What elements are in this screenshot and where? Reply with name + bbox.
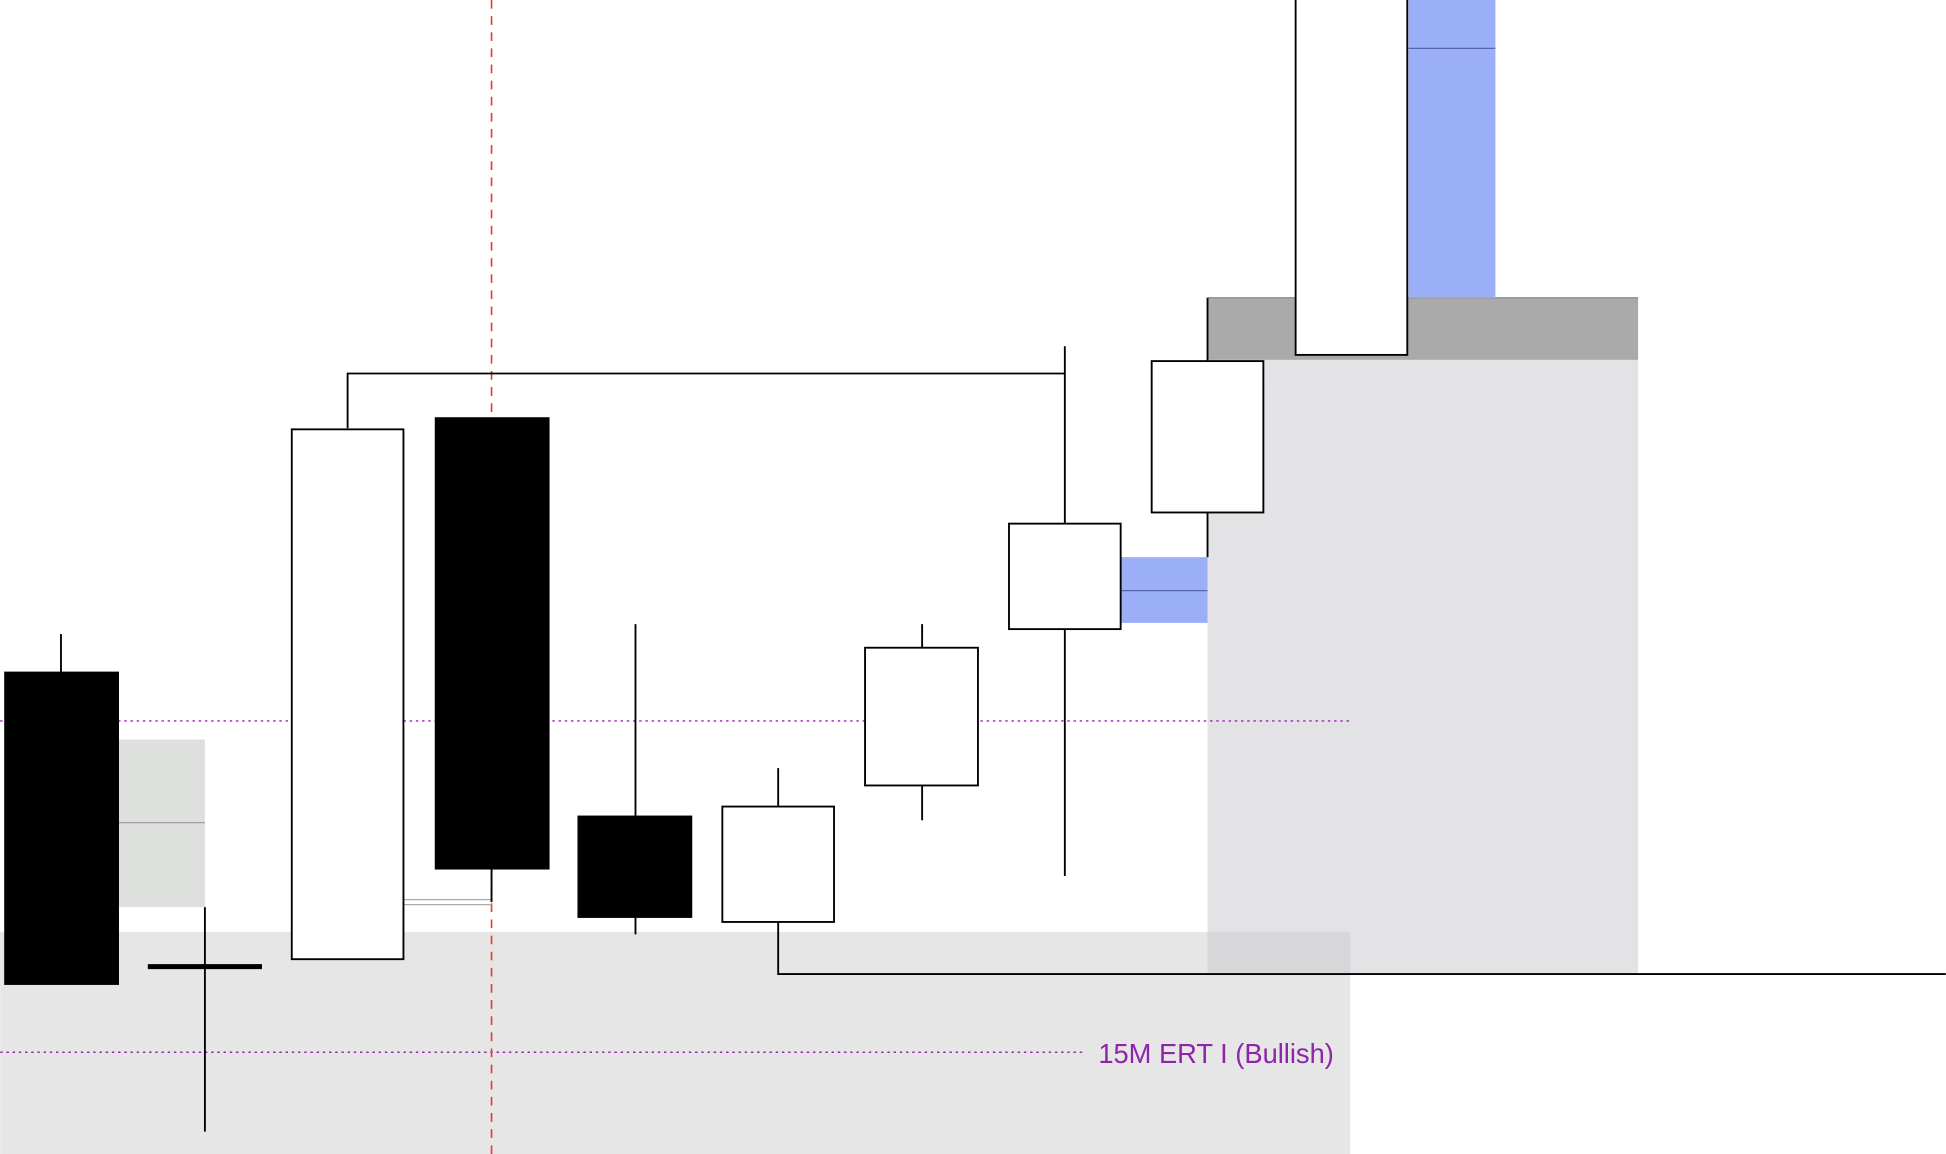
gap-zone [118, 739, 205, 908]
candles [4, 0, 1409, 1132]
zone [1207, 359, 1639, 975]
structure [346, 297, 1946, 976]
annotation: 15M ERT I (Bullish) [1098, 1038, 1334, 1069]
zone [1207, 297, 1639, 360]
gap-zone [1408, 0, 1496, 298]
